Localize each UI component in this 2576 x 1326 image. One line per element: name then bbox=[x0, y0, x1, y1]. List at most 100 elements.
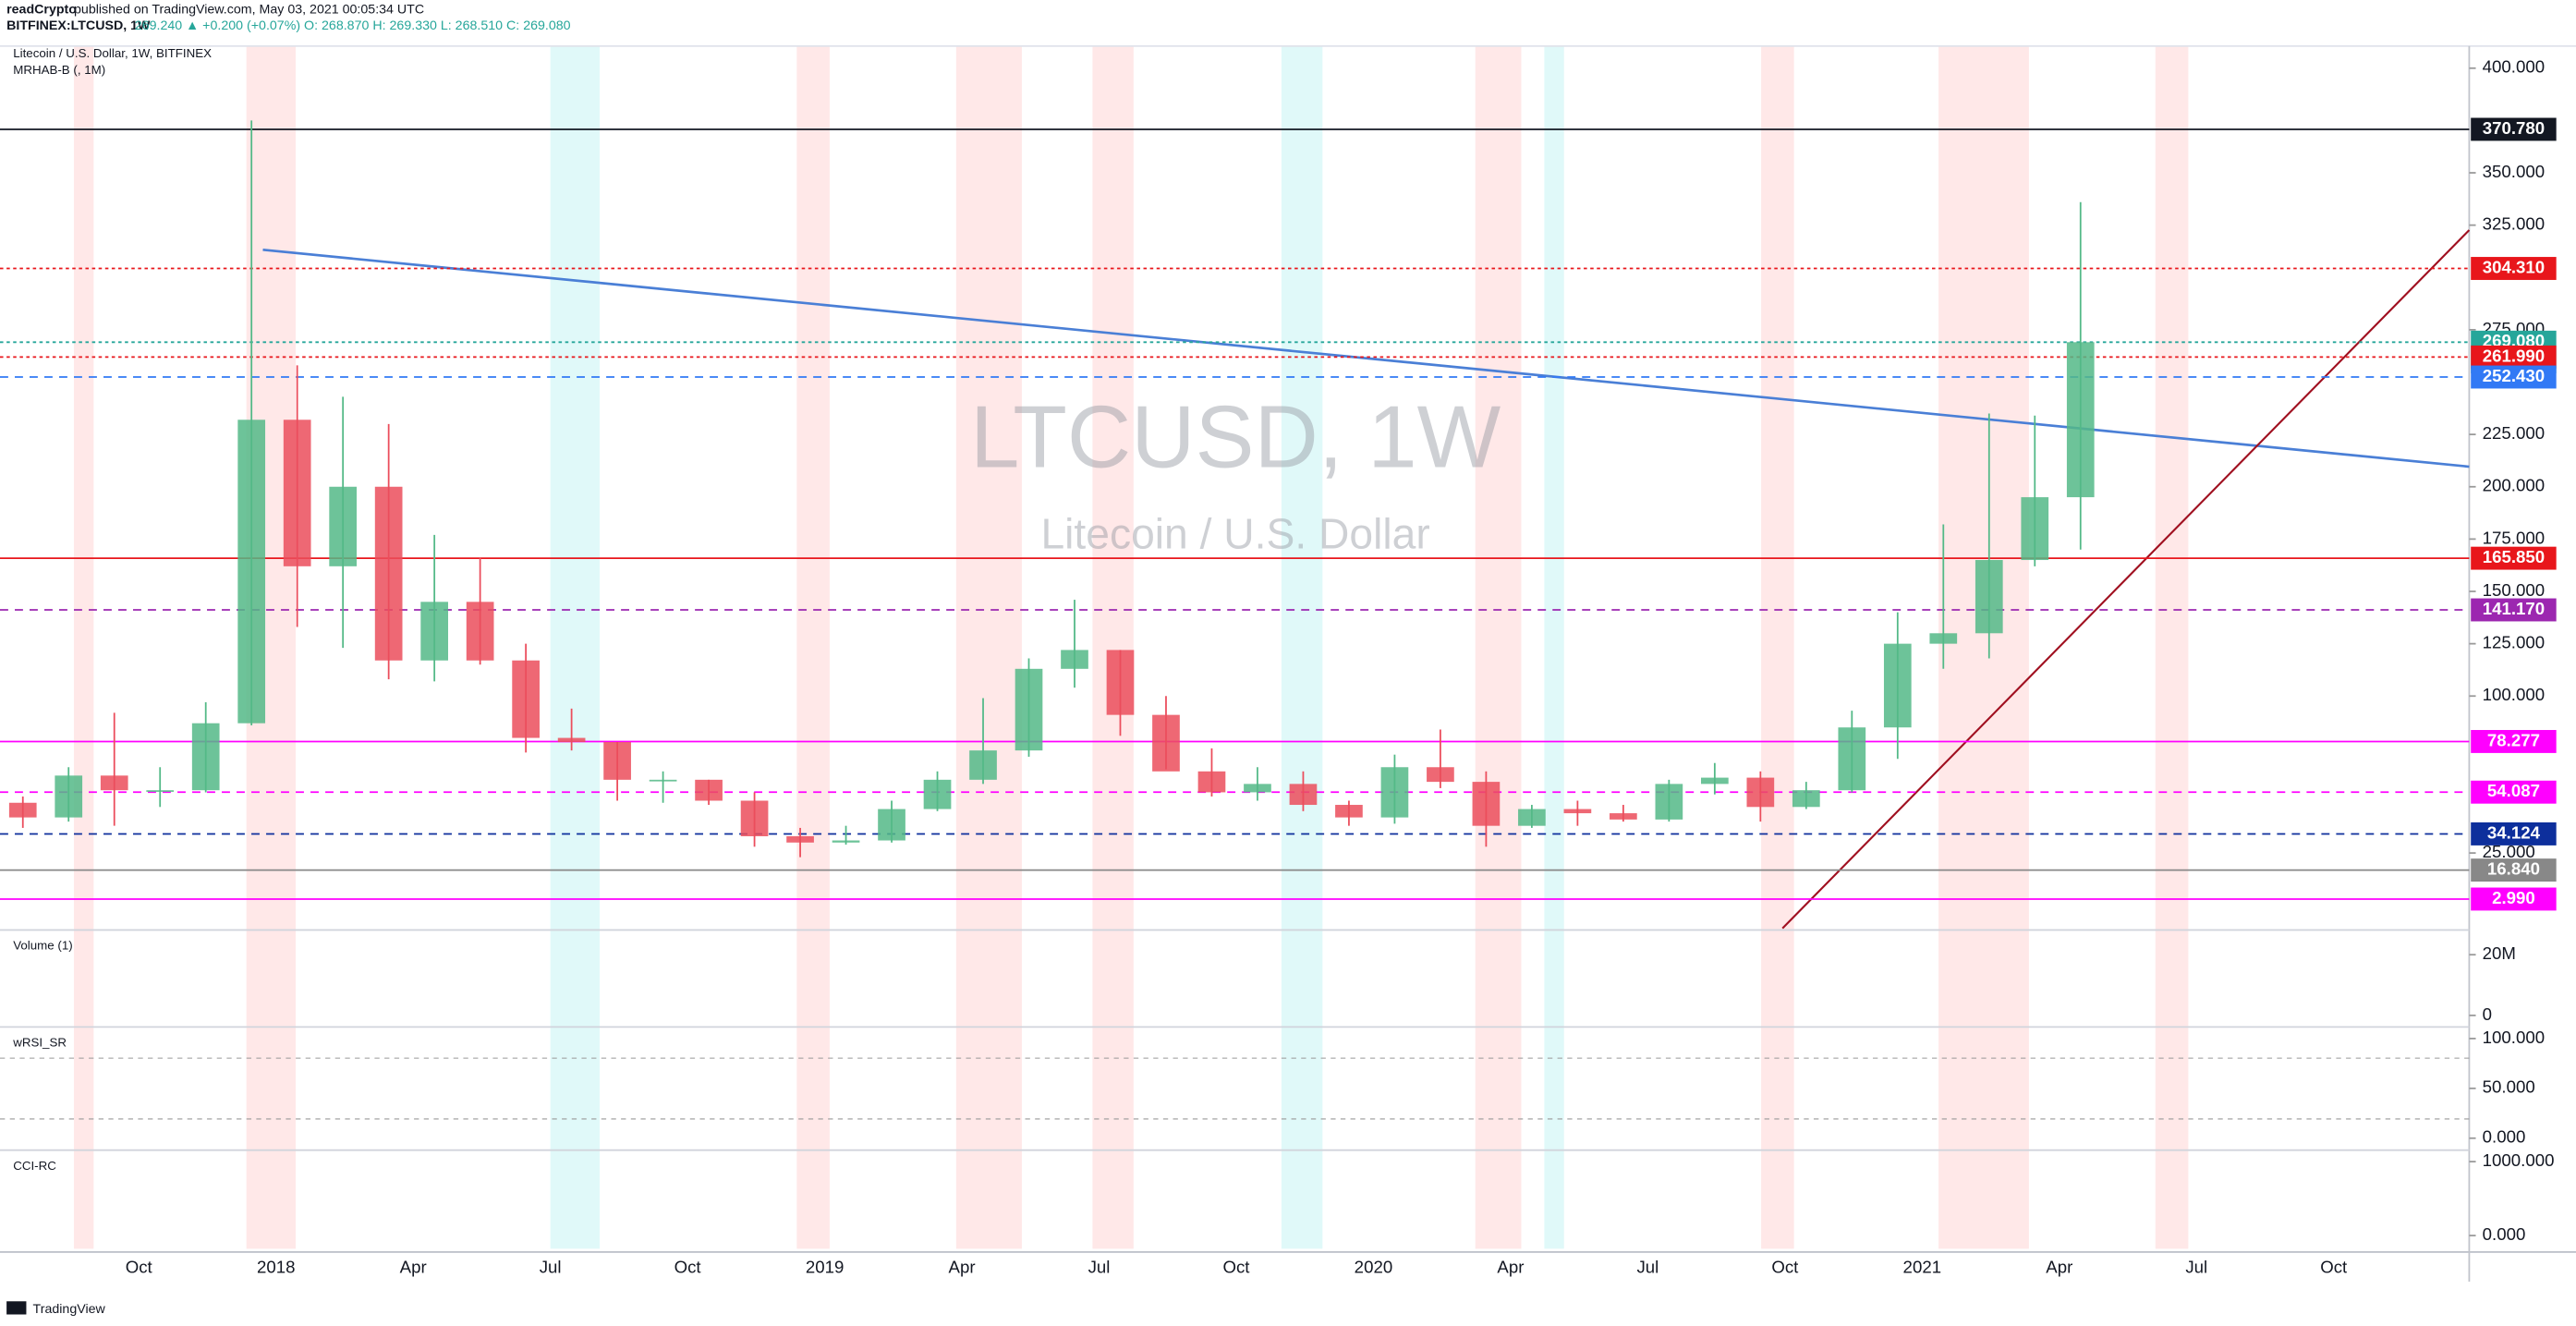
candle-body bbox=[329, 486, 358, 566]
price-label: 141.170 bbox=[2483, 599, 2545, 618]
x-tick-label: Jul bbox=[540, 1258, 562, 1277]
price-label: 34.124 bbox=[2487, 822, 2541, 842]
price-label: 2.990 bbox=[2492, 888, 2535, 907]
candle-body bbox=[923, 779, 952, 809]
candle-body bbox=[969, 750, 997, 780]
quote: 269.240 ▲ +0.200 (+0.07%) O: 268.870 H: … bbox=[135, 18, 571, 33]
candle-body bbox=[1975, 560, 2003, 634]
trendline bbox=[262, 248, 2470, 468]
y-tick-label: 100.000 bbox=[2483, 685, 2545, 704]
x-tick-label: Oct bbox=[2320, 1258, 2348, 1277]
price-label: 16.840 bbox=[2487, 859, 2540, 879]
candle-body bbox=[1427, 767, 1454, 783]
candle-body bbox=[420, 602, 448, 661]
candle-body bbox=[1472, 782, 1501, 826]
x-tick-label: Apr bbox=[1497, 1258, 1524, 1277]
author: readCrypto bbox=[6, 2, 77, 17]
y-tick-label: 225.000 bbox=[2483, 423, 2545, 443]
x-tick-label: Apr bbox=[949, 1258, 976, 1277]
candle-body bbox=[1838, 727, 1866, 791]
session-stripes bbox=[74, 45, 2189, 1249]
candle-body bbox=[466, 602, 494, 661]
candle-body bbox=[1563, 809, 1592, 814]
legend-indicator: MRHAB-B (, 1M) bbox=[13, 63, 105, 77]
y-tick-label: 0.000 bbox=[2483, 1224, 2526, 1244]
x-tick-label: 2020 bbox=[1355, 1258, 1393, 1277]
price-label: 78.277 bbox=[2487, 730, 2540, 749]
y-tick-label: 125.000 bbox=[2483, 633, 2545, 652]
published: published on TradingView.com, May 03, 20… bbox=[74, 2, 424, 17]
x-tick-label: 2021 bbox=[1903, 1258, 1942, 1277]
candle-body bbox=[603, 742, 631, 780]
x-tick-label: Oct bbox=[126, 1258, 153, 1277]
candle-body bbox=[237, 420, 266, 724]
candle-body bbox=[878, 809, 905, 841]
price-label-box bbox=[2471, 780, 2557, 804]
candle-body bbox=[374, 486, 403, 661]
ticker: BITFINEX:LTCUSD, 1W bbox=[6, 18, 151, 33]
candle-body bbox=[1197, 771, 1226, 793]
y-tick-label: 350.000 bbox=[2483, 162, 2545, 181]
candle-body bbox=[146, 790, 175, 792]
candle-body bbox=[1289, 784, 1318, 806]
x-tick-label: Oct bbox=[674, 1258, 702, 1277]
price-label: 261.990 bbox=[2483, 346, 2545, 365]
y-tick-label: 0.000 bbox=[2483, 1127, 2526, 1147]
y-tick-label: 100.000 bbox=[2483, 1028, 2545, 1047]
y-tick-label: 25.000 bbox=[2483, 842, 2535, 861]
y-tick-label: 200.000 bbox=[2483, 476, 2545, 495]
price-label-box bbox=[2471, 598, 2557, 622]
candle-body bbox=[1152, 714, 1180, 772]
candle-body bbox=[1061, 650, 1088, 669]
price-label-box bbox=[2471, 257, 2557, 280]
price-label-box bbox=[2471, 822, 2557, 845]
x-tick-label: Apr bbox=[400, 1258, 427, 1277]
candle-body bbox=[832, 840, 860, 843]
y-tick-label: 150.000 bbox=[2483, 580, 2545, 600]
y-tick-label: 175.000 bbox=[2483, 528, 2545, 547]
candle-body bbox=[649, 779, 677, 782]
candle-body bbox=[1518, 809, 1546, 826]
footer-logo bbox=[6, 1301, 27, 1315]
legend-symbol: Litecoin / U.S. Dollar, 1W, BITFINEX bbox=[13, 46, 212, 60]
candle-body bbox=[1244, 784, 1271, 793]
candle-body bbox=[1883, 643, 1912, 728]
price-label-box bbox=[2471, 345, 2557, 369]
price-label-box bbox=[2471, 887, 2557, 911]
candle-body bbox=[1335, 805, 1363, 818]
price-label-box bbox=[2471, 858, 2557, 882]
price-label: 370.780 bbox=[2483, 118, 2545, 138]
x-tick-label: 2019 bbox=[806, 1258, 844, 1277]
pane-title: CCI-RC bbox=[13, 1159, 56, 1173]
candle-body bbox=[2021, 497, 2049, 561]
x-tick-label: Apr bbox=[2046, 1258, 2072, 1277]
x-tick-label: Oct bbox=[1771, 1258, 1799, 1277]
x-tick-label: Jul bbox=[1636, 1258, 1659, 1277]
price-label-box bbox=[2471, 546, 2557, 570]
y-tick-label: 400.000 bbox=[2483, 57, 2545, 77]
candle-body bbox=[283, 420, 311, 566]
candle-body bbox=[557, 737, 586, 743]
watermark-sub: Litecoin / U.S. Dollar bbox=[1040, 510, 1429, 558]
price-label-box bbox=[2471, 117, 2557, 141]
price-label: 165.850 bbox=[2483, 547, 2545, 566]
y-tick-label: 0 bbox=[2483, 1004, 2492, 1024]
candle-body bbox=[1746, 777, 1775, 808]
price-label-box bbox=[2471, 730, 2557, 753]
y-tick-label: 50.000 bbox=[2483, 1077, 2535, 1097]
watermark: LTCUSD, 1W bbox=[970, 387, 1501, 486]
candle-body bbox=[695, 779, 723, 801]
candle-body bbox=[786, 836, 814, 843]
candle-body bbox=[1380, 767, 1409, 818]
candle-body bbox=[55, 775, 83, 818]
candle-body bbox=[1655, 784, 1683, 820]
y-tick-label: 325.000 bbox=[2483, 214, 2545, 234]
candle-body bbox=[1106, 650, 1135, 715]
candle-body bbox=[2066, 342, 2095, 498]
candle-body bbox=[512, 660, 540, 738]
pane-title: Volume (1) bbox=[13, 939, 72, 953]
x-tick-label: Jul bbox=[1088, 1258, 1111, 1277]
candle-body bbox=[1792, 790, 1820, 808]
